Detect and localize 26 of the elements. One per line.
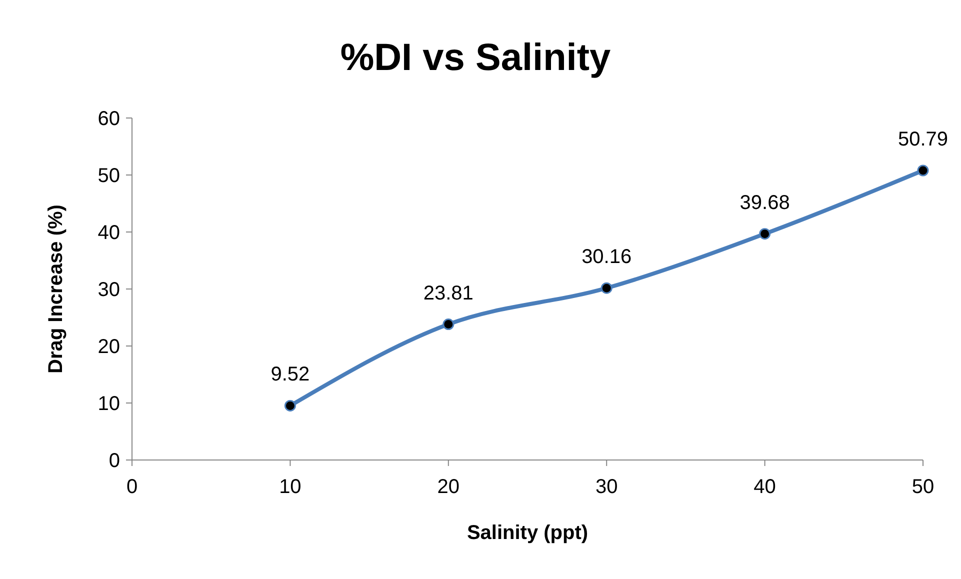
point	[442, 318, 454, 330]
x-tick-label: 30	[595, 476, 618, 498]
y-tick-label: 10	[98, 393, 120, 415]
y-tick-label: 50	[98, 165, 120, 187]
point	[917, 164, 929, 176]
y-tick-label: 40	[98, 222, 120, 244]
point	[759, 228, 771, 240]
chart-title: %DI vs Salinity	[340, 37, 611, 79]
y-tick-label: 0	[108, 450, 120, 472]
data-label: 30.16	[582, 246, 632, 268]
point	[600, 282, 612, 294]
data-label: 9.52	[270, 364, 310, 386]
data-label: 23.81	[423, 282, 474, 304]
x-tick-label: 50	[912, 476, 934, 498]
x-axis-title: Salinity (ppt)	[466, 522, 588, 544]
x-tick-label: 40	[754, 476, 776, 498]
data-label: 39.68	[740, 192, 790, 214]
x-tick-label: 20	[437, 476, 460, 498]
x-tick-label: 0	[126, 476, 138, 498]
y-tick-label: 20	[98, 336, 120, 358]
y-axis-title: Drag Increase (%)	[45, 204, 67, 374]
x-tick-label: 10	[279, 476, 302, 498]
data-label: 50.79	[898, 128, 948, 150]
y-tick-label: 30	[98, 279, 120, 301]
y-tick-label: 60	[98, 108, 120, 130]
point	[284, 400, 296, 412]
